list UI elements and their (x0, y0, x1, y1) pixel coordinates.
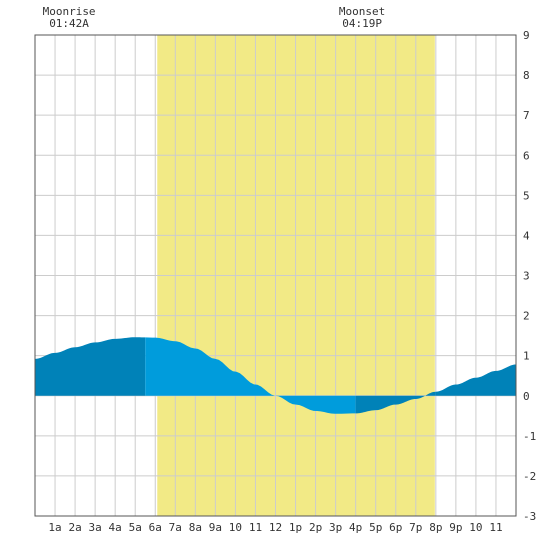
x-tick-label: 6p (389, 521, 402, 534)
y-tick-label: 0 (523, 390, 530, 403)
x-tick-label: 8a (189, 521, 202, 534)
y-tick-label: 2 (523, 310, 530, 323)
tide-area-segment (35, 337, 146, 396)
y-tick-label: 9 (523, 29, 530, 42)
y-tick-label: 6 (523, 149, 530, 162)
x-tick-label: 4a (109, 521, 122, 534)
y-tick-label: 3 (523, 270, 530, 283)
x-tick-label: 2p (309, 521, 322, 534)
tide-area-segment (355, 391, 436, 414)
moonset-time: 04:19P (342, 17, 382, 30)
tide-area-segment (435, 364, 516, 396)
x-tick-label: 3a (89, 521, 102, 534)
x-tick-label: 1p (289, 521, 302, 534)
x-tick-label: 6a (149, 521, 162, 534)
moonrise-label: Moonrise (43, 5, 96, 18)
x-tick-label: 12 (269, 521, 282, 534)
tide-area-segment (145, 337, 356, 414)
x-tick-label: 7p (409, 521, 422, 534)
x-tick-label: 5a (129, 521, 142, 534)
x-tick-label: 11 (489, 521, 502, 534)
y-tick-label: 8 (523, 69, 530, 82)
x-tick-label: 5p (369, 521, 382, 534)
y-tick-label: 1 (523, 350, 530, 363)
x-tick-label: 1a (48, 521, 61, 534)
x-tick-label: 4p (349, 521, 362, 534)
x-tick-label: 11 (249, 521, 262, 534)
y-tick-label: -1 (523, 430, 536, 443)
y-tick-label: 5 (523, 189, 530, 202)
x-tick-label: 7a (169, 521, 182, 534)
x-tick-label: 10 (229, 521, 242, 534)
y-tick-label: 7 (523, 109, 530, 122)
y-tick-label: -2 (523, 470, 536, 483)
x-tick-label: 9p (449, 521, 462, 534)
plot-frame (34, 34, 517, 517)
y-tick-label: 4 (523, 229, 530, 242)
x-tick-label: 2a (68, 521, 81, 534)
y-tick-label: -3 (523, 510, 536, 523)
moonset-label: Moonset (339, 5, 385, 18)
x-tick-label: 8p (429, 521, 442, 534)
x-tick-label: 3p (329, 521, 342, 534)
moonrise-time: 01:42A (49, 17, 89, 30)
x-tick-label: 9a (209, 521, 222, 534)
x-tick-label: 10 (469, 521, 482, 534)
